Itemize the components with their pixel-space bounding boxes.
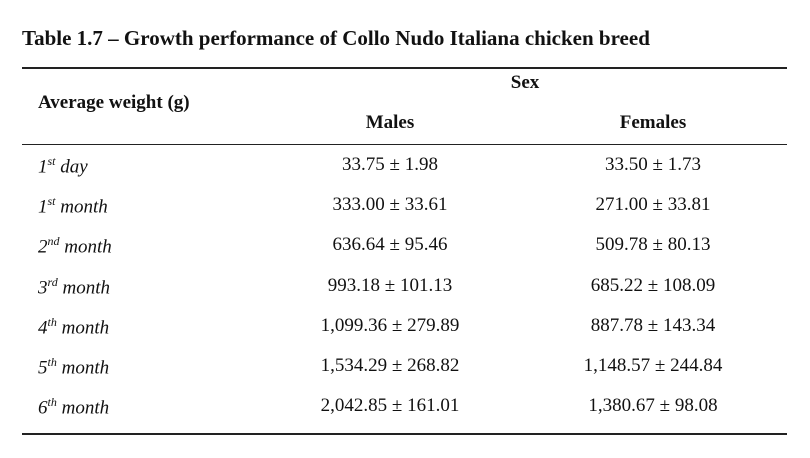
period-number: 4 <box>38 317 48 339</box>
period-number: 2 <box>38 236 48 258</box>
period-unit: month <box>61 397 110 419</box>
period-ordinal-suffix: st <box>47 194 56 209</box>
males-weight-cell: 993.18 ± 101.13 <box>327 274 453 296</box>
males-weight-cell: 333.00 ± 33.61 <box>332 194 448 216</box>
males-weight-cell: 33.75 ± 1.98 <box>342 154 438 175</box>
period-unit: day <box>60 156 88 178</box>
females-weight-cell: 509.78 ± 80.13 <box>595 234 711 256</box>
table-row: 5th month 1,534.29 ± 268.82 1,148.57 ± 244… <box>0 347 810 387</box>
table-row: 1st month 333.00 ± 33.61 271.00 ± 33.81 <box>0 186 810 226</box>
period-ordinal-suffix: rd <box>47 274 58 289</box>
period-number: 6 <box>38 397 48 419</box>
period-label: 1st month <box>38 194 108 218</box>
period-number: 1 <box>38 196 48 218</box>
period-ordinal-suffix: th <box>47 355 57 369</box>
top-rule <box>22 67 787 69</box>
females-weight-cell: 271.00 ± 33.81 <box>595 194 711 216</box>
males-weight-cell: 2,042.85 ± 161.01 <box>320 395 460 417</box>
period-label: 1st day <box>38 154 88 178</box>
females-weight-cell: 1,148.57 ± 244.84 <box>583 355 723 376</box>
males-weight-cell: 1,534.29 ± 268.82 <box>320 355 460 376</box>
males-weight-cell: 1,099.36 ± 279.89 <box>320 314 460 336</box>
period-unit: month <box>61 317 110 339</box>
period-label: 2nd month <box>38 234 112 258</box>
period-ordinal-suffix: st <box>47 154 56 168</box>
period-label: 5th month <box>38 355 109 379</box>
header-rule <box>22 144 787 145</box>
row-label-header: Average weight (g) <box>38 92 190 113</box>
period-number: 3 <box>38 276 48 298</box>
sex-group-header: Sex <box>510 72 540 93</box>
females-weight-cell: 887.78 ± 143.34 <box>590 314 716 336</box>
period-unit: month <box>60 196 108 218</box>
table-row: 3rd month 993.18 ± 101.13 685.22 ± 108.09 <box>0 267 810 307</box>
period-number: 5 <box>38 357 48 379</box>
period-unit: month <box>61 357 110 379</box>
females-weight-cell: 1,380.67 ± 98.08 <box>588 395 718 417</box>
period-ordinal-suffix: th <box>47 395 57 410</box>
period-unit: month <box>64 236 112 258</box>
table-row: 4th month 1,099.36 ± 279.89 887.78 ± 143.3… <box>0 307 810 347</box>
females-weight-cell: 685.22 ± 108.09 <box>590 274 716 296</box>
table-row: 6th month 2,042.85 ± 161.01 1,380.67 ± 98.… <box>0 387 810 427</box>
table-row: 1st day 33.75 ± 1.98 33.50 ± 1.73 <box>0 146 810 186</box>
table-title: Table 1.7 – Growth performance of Collo … <box>22 26 650 50</box>
table-row: 2nd month 636.64 ± 95.46 509.78 ± 80.13 <box>0 226 810 266</box>
period-label: 6th month <box>38 395 109 419</box>
period-number: 1 <box>38 156 48 178</box>
females-weight-cell: 33.50 ± 1.73 <box>605 154 701 175</box>
period-label: 3rd month <box>38 275 110 299</box>
column-header-females: Females <box>619 112 687 133</box>
males-weight-cell: 636.64 ± 95.46 <box>332 234 448 256</box>
period-label: 4th month <box>38 315 109 339</box>
period-ordinal-suffix: th <box>47 314 57 329</box>
column-header-males: Males <box>365 112 415 133</box>
period-ordinal-suffix: nd <box>47 234 60 249</box>
period-unit: month <box>62 276 110 298</box>
bottom-rule <box>22 433 787 435</box>
